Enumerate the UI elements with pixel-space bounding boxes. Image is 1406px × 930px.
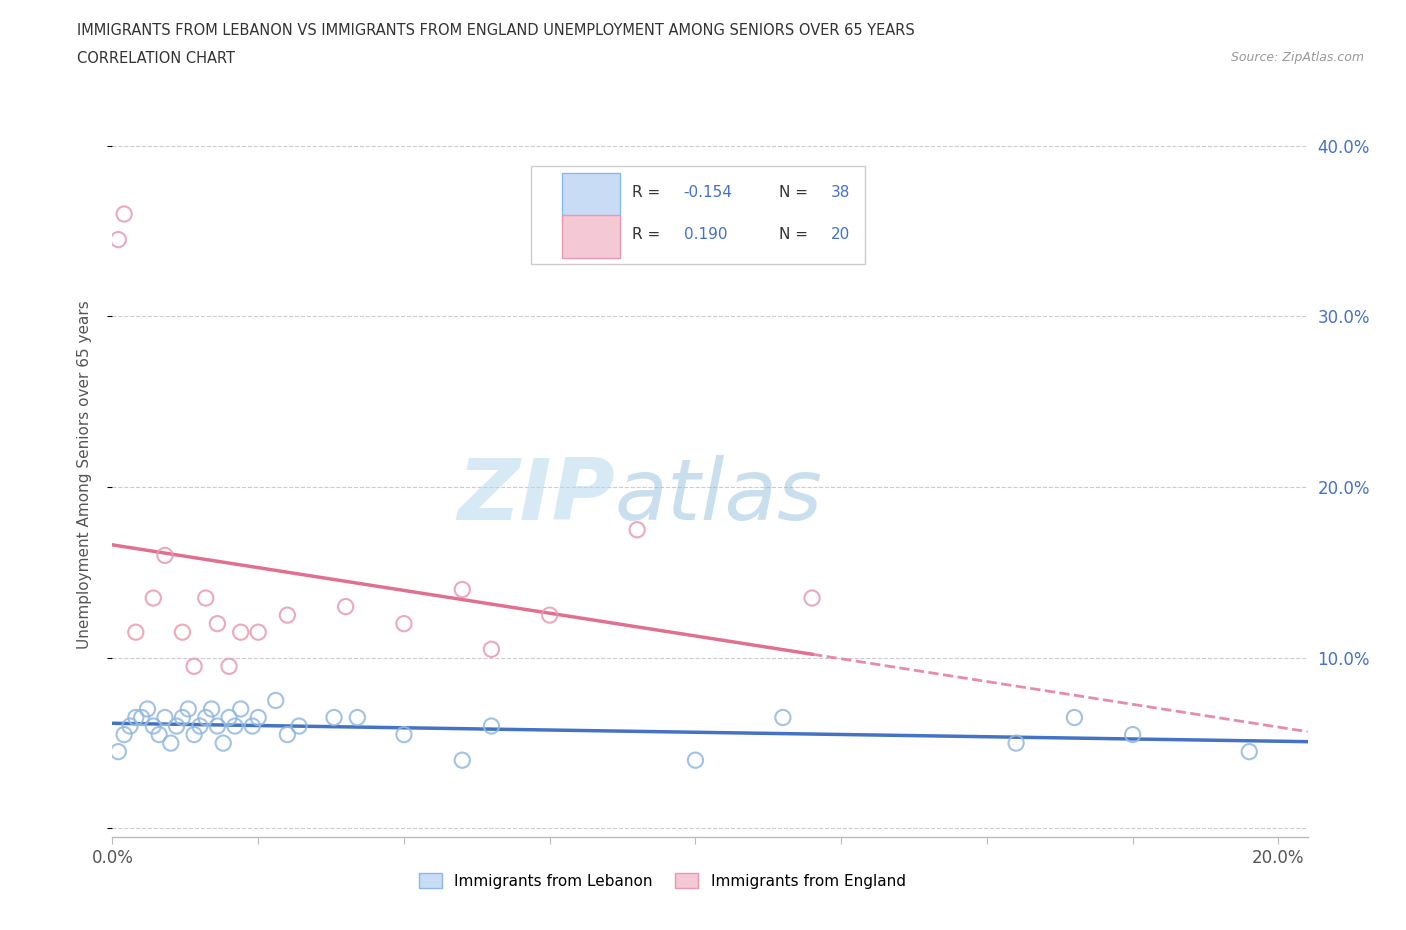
Point <box>107 744 129 759</box>
Text: R =: R = <box>633 185 665 201</box>
Point <box>451 752 474 767</box>
Point <box>107 232 129 247</box>
Point <box>194 591 217 605</box>
Text: 0.190: 0.190 <box>683 227 727 242</box>
Point <box>626 523 648 538</box>
Point <box>481 642 503 657</box>
Point <box>1005 736 1028 751</box>
Point <box>153 711 176 725</box>
Point <box>188 719 211 734</box>
Point <box>194 711 217 725</box>
Point <box>247 711 270 725</box>
Y-axis label: Unemployment Among Seniors over 65 years: Unemployment Among Seniors over 65 years <box>77 300 91 649</box>
Point <box>346 711 368 725</box>
Text: -0.154: -0.154 <box>683 185 733 201</box>
Point <box>177 701 200 716</box>
Point <box>183 658 205 673</box>
Text: R =: R = <box>633 227 665 242</box>
FancyBboxPatch shape <box>531 166 866 264</box>
Text: CORRELATION CHART: CORRELATION CHART <box>77 51 235 66</box>
Point <box>247 625 270 640</box>
Point <box>142 591 165 605</box>
Text: 38: 38 <box>831 185 851 201</box>
Point <box>323 711 346 725</box>
Text: N =: N = <box>779 185 813 201</box>
Point <box>183 727 205 742</box>
Point <box>118 719 141 734</box>
Point <box>229 625 252 640</box>
Point <box>148 727 170 742</box>
Point <box>538 607 561 622</box>
Legend: Immigrants from Lebanon, Immigrants from England: Immigrants from Lebanon, Immigrants from… <box>413 867 911 895</box>
Point <box>218 711 240 725</box>
Point <box>685 752 707 767</box>
Text: atlas: atlas <box>614 455 823 538</box>
Text: Source: ZipAtlas.com: Source: ZipAtlas.com <box>1230 51 1364 64</box>
Point <box>288 719 311 734</box>
Point <box>229 701 252 716</box>
Point <box>207 719 229 734</box>
Point <box>264 693 287 708</box>
Point <box>159 736 181 751</box>
Point <box>772 711 794 725</box>
Point <box>242 719 264 734</box>
Point <box>801 591 824 605</box>
Point <box>166 719 188 734</box>
Point <box>335 599 357 614</box>
Text: ZIP: ZIP <box>457 455 614 538</box>
Text: N =: N = <box>779 227 813 242</box>
Point <box>392 617 415 631</box>
FancyBboxPatch shape <box>562 215 620 258</box>
Point <box>207 617 229 631</box>
Point <box>1122 727 1144 742</box>
Point <box>172 625 194 640</box>
Text: IMMIGRANTS FROM LEBANON VS IMMIGRANTS FROM ENGLAND UNEMPLOYMENT AMONG SENIORS OV: IMMIGRANTS FROM LEBANON VS IMMIGRANTS FR… <box>77 23 915 38</box>
Point <box>153 548 176 563</box>
Point <box>125 625 148 640</box>
Text: 20: 20 <box>831 227 851 242</box>
Point <box>172 711 194 725</box>
Point <box>1063 711 1085 725</box>
FancyBboxPatch shape <box>562 173 620 216</box>
Point <box>125 711 148 725</box>
Point <box>218 658 240 673</box>
Point <box>200 701 222 716</box>
Point <box>224 719 246 734</box>
Point <box>212 736 235 751</box>
Point <box>142 719 165 734</box>
Point <box>276 727 298 742</box>
Point <box>1239 744 1261 759</box>
Point <box>276 607 298 622</box>
Point <box>112 206 135 221</box>
Point <box>112 727 135 742</box>
Point <box>451 582 474 597</box>
Point <box>392 727 415 742</box>
Point <box>481 719 503 734</box>
Point <box>131 711 153 725</box>
Point <box>136 701 159 716</box>
